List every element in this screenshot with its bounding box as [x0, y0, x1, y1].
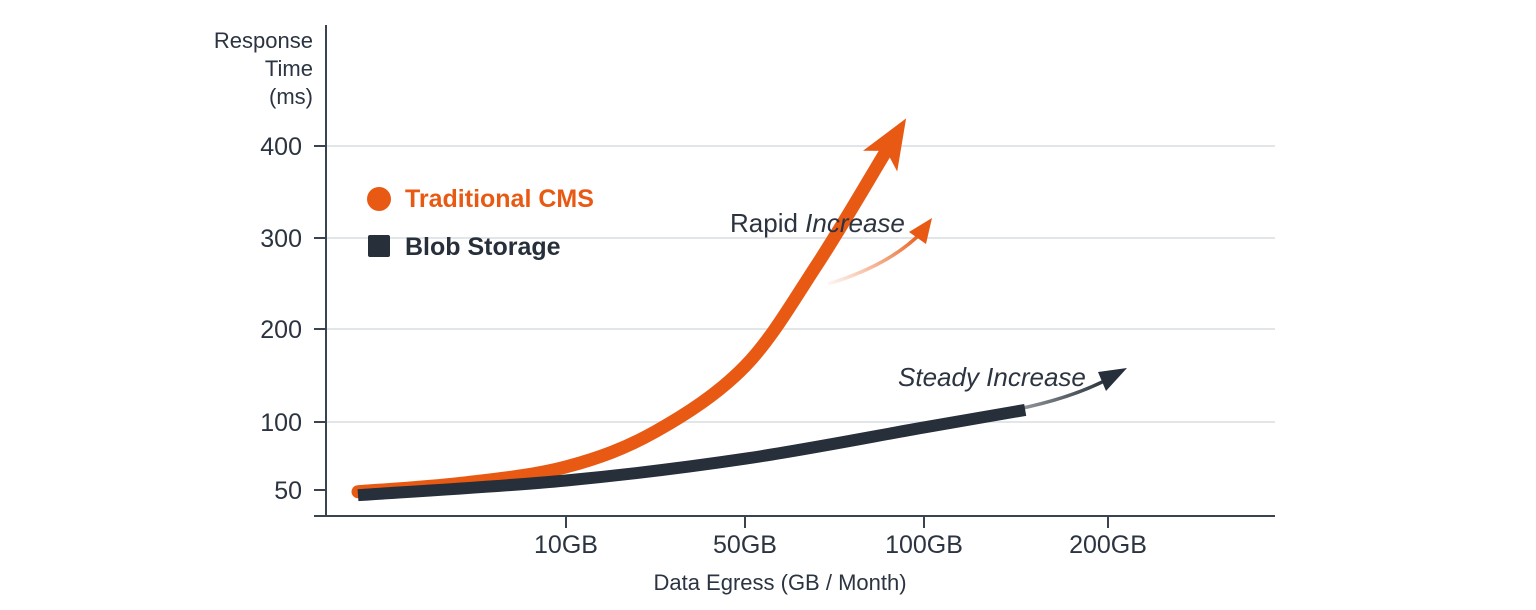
annotation-steady-increase-arrowhead	[1098, 368, 1127, 391]
y-tick-label-100: 100	[260, 409, 302, 437]
y-ticks: 50 100 200 300 400	[260, 133, 326, 505]
y-tick-label-50: 50	[274, 477, 302, 505]
annotation-steady-increase-text: Steady Increase	[898, 362, 1086, 392]
y-tick-label-200: 200	[260, 316, 302, 344]
gridlines	[326, 145, 1275, 423]
annotation-rapid-increase-arrowhead	[909, 218, 932, 244]
x-tick-label-50gb: 50GB	[713, 531, 777, 559]
annotation-steady-increase-arrow	[941, 376, 1111, 422]
y-axis-title-line-3: (ms)	[269, 84, 313, 109]
legend-marker-traditional-cms	[367, 187, 391, 211]
annotation-rapid-increase: Rapid Increase	[730, 208, 932, 286]
y-tick-label-400: 400	[260, 133, 302, 161]
series-line-blob-storage	[357, 403, 1027, 502]
x-tick-label-200gb: 200GB	[1069, 531, 1147, 559]
series	[351, 118, 1027, 502]
legend-label-blob-storage: Blob Storage	[405, 233, 561, 261]
x-tick-label-100gb: 100GB	[885, 531, 963, 559]
legend: Traditional CMS Blob Storage	[367, 185, 594, 261]
legend-label-traditional-cms: Traditional CMS	[405, 185, 594, 213]
y-axis-title-line-1: Response	[214, 28, 313, 53]
y-axis-title-line-2: Time	[265, 56, 313, 81]
legend-marker-blob-storage	[368, 235, 390, 257]
axes	[314, 25, 1275, 517]
x-tick-label-10gb: 10GB	[534, 531, 598, 559]
y-tick-label-300: 300	[260, 225, 302, 253]
annotation-rapid-increase-text: Rapid Increase	[730, 208, 905, 238]
annotation-rapid-increase-arrow	[827, 230, 924, 286]
series-arrowhead-traditional-cms	[863, 118, 907, 172]
x-ticks: 10GB 50GB 100GB 200GB	[534, 516, 1147, 559]
x-axis-title: Data Egress (GB / Month)	[653, 570, 906, 595]
annotation-steady-increase: Steady Increase	[898, 362, 1127, 422]
